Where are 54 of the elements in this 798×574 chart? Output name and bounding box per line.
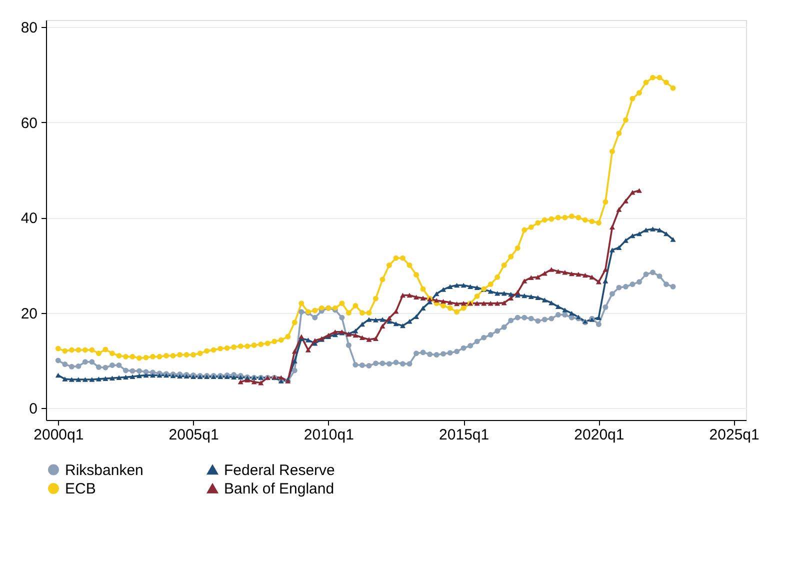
legend-label: Riksbanken	[65, 462, 144, 479]
x-tick-label: 2000q1	[34, 426, 84, 444]
legend-label: Federal Reserve	[224, 462, 335, 479]
x-tick-label: 2005q1	[168, 426, 219, 444]
point	[372, 336, 378, 341]
point	[251, 380, 257, 384]
point	[542, 270, 548, 276]
point	[400, 292, 406, 298]
legend-label: ECB	[65, 480, 96, 498]
point	[616, 207, 622, 212]
point	[630, 190, 636, 195]
point	[609, 224, 615, 230]
point	[386, 316, 392, 320]
point	[568, 271, 574, 276]
point	[576, 272, 582, 277]
point	[420, 296, 426, 300]
legend-label: Bank of England	[224, 480, 334, 498]
y-tick-label: 0	[29, 400, 38, 418]
point	[535, 274, 541, 280]
point	[434, 298, 440, 303]
point	[622, 198, 628, 204]
point	[522, 278, 528, 284]
point	[366, 337, 372, 342]
point	[305, 348, 311, 352]
x-tick-label: 2020q1	[574, 426, 624, 444]
x-tick-label: 2010q1	[304, 426, 354, 444]
point	[359, 335, 365, 340]
point	[447, 300, 453, 305]
point	[454, 301, 460, 306]
y-tick-label: 20	[20, 305, 38, 322]
point	[501, 300, 507, 306]
point	[440, 299, 446, 304]
y-tick-label: 60	[20, 114, 38, 132]
point	[582, 272, 588, 278]
point	[596, 280, 602, 284]
point	[312, 338, 318, 343]
point	[460, 300, 466, 306]
point	[238, 380, 244, 384]
y-tick-label: 40	[20, 210, 38, 228]
x-tick-label: 2015q1	[439, 426, 490, 444]
point	[494, 300, 500, 306]
point	[488, 300, 494, 306]
point	[528, 275, 534, 280]
point	[332, 330, 338, 334]
point	[555, 269, 561, 274]
point	[474, 300, 480, 306]
x-tick-label: 2025q1	[709, 426, 760, 444]
point	[481, 300, 487, 306]
point	[562, 270, 568, 275]
point	[292, 349, 298, 354]
point	[548, 267, 554, 272]
point	[636, 188, 642, 193]
y-tick-label: 80	[20, 20, 38, 37]
point	[414, 294, 420, 300]
